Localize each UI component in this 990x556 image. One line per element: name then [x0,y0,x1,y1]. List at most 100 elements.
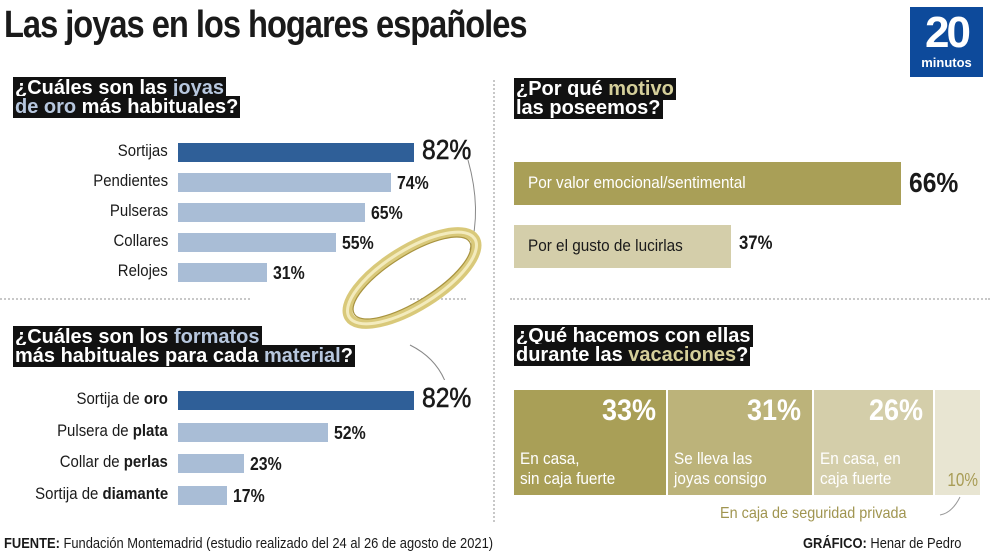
20minutos-logo: 20 minutos [910,7,983,77]
bar-category-label: Collares [0,231,168,251]
bar [178,454,245,473]
bar: Por valor emocional/sentimental [514,162,901,205]
ring-highlight [346,230,478,326]
q3-title-highlight: motivo [608,78,674,100]
bar [178,422,328,442]
bar-category-label: Sortija de oro [0,389,168,409]
q1-title-text: ¿Cuáles son las [15,77,173,99]
segment-description-line: Se lleva las [674,449,753,468]
q4-title-highlight: vacaciones [628,344,737,366]
bar-category-text: Sortija de diamante [35,484,168,504]
q2-title-highlight-2: material [264,345,341,367]
bar-value-label: 17% [232,485,265,506]
bar-category-label: Por el gusto de lucirlas [528,236,683,255]
divider-vertical [493,80,495,522]
logo-number: 20 [925,8,971,57]
bar-category-text: Collar de perlas [60,452,168,472]
bar-category-text: Pulsera de plata [57,421,168,441]
q1-title-highlight: joyas [172,77,224,99]
segment-description-line: En casa, en [819,449,901,468]
q3-title: ¿Por qué motivo las poseemos? [514,78,676,119]
q2-title-text-2: más habituales para cada [15,345,265,367]
bar [178,203,366,222]
bar-category-label: Sortijas [0,141,168,161]
segment-description: En casa, sin caja fuerte [520,449,615,489]
category-material: oro [143,389,168,408]
stacked-segment: 10% [935,390,980,495]
bar-category-label: Sortija de diamante [0,484,168,504]
bar-category-text: Relojes [118,261,168,280]
q4-title-text-3: ? [736,344,749,366]
bar [178,173,391,192]
bar-category-text: Pulseras [109,201,168,220]
bar-value-label: 82% [422,134,472,166]
segment-value-label: 10% [947,470,978,490]
segment-description-line: caja fuerte [819,469,891,488]
q3-title-text: ¿Por qué [516,78,609,100]
bar-category-text: Sortijas [118,141,168,160]
q4-title-text-2: durante las [516,344,629,366]
bar-value-label: 65% [371,203,403,223]
bar-value-label: 82% [422,382,472,414]
q4-title-text: ¿Qué hacemos con ellas [516,325,751,347]
q3-title-text-2: las poseemos? [516,97,661,119]
category-material: diamante [102,483,168,503]
source-text: Fundación Montemadrid (estudio realizado… [59,535,494,552]
callout-line [939,496,961,516]
stacked-segment: 31% Se lleva las joyas consigo [668,390,812,495]
ring-inner-edge [352,236,472,320]
bar-category-text: Sortija de oro [77,389,168,409]
bar-category-label: Pulseras [0,201,168,221]
segment-description-line: joyas consigo [674,469,768,488]
bar-category-label: Por valor emocional/sentimental [528,173,746,192]
q2-title-highlight: formatos [173,326,260,348]
segment-description-line: sin caja fuerte [520,469,616,488]
logo-text: minutos [921,55,972,70]
bar-value-label: 55% [342,233,374,253]
q4-title: ¿Qué hacemos con ellas durante las vacac… [514,325,753,366]
bar [178,233,337,252]
bar-category-label: Collar de perlas [0,452,168,472]
bar: Por el gusto de lucirlas [514,225,731,268]
bar-category-label: Pendientes [0,171,168,191]
category-material: plata [133,420,168,440]
category-prefix: Sortija de [76,389,144,408]
category-prefix: Collar de [59,452,124,471]
category-prefix: Sortija de [34,483,103,503]
bar-value-label: 31% [273,263,305,283]
bar-value-label: 23% [250,454,282,474]
segment-value-label: 26% [869,394,924,427]
q1-title-text-2: más habituales? [76,96,239,118]
gold-ring-illustration [342,159,482,380]
q2-title-text: ¿Cuáles son los [15,326,174,348]
category-prefix: Pulsera de [57,420,134,440]
segment-description-line: En casa, [520,449,580,468]
divider-right [510,298,990,300]
bar-value-label: 37% [738,233,773,254]
bar-category-label: Relojes [0,261,168,281]
segment-value-label: 31% [747,394,802,427]
bar-value-label: 52% [333,422,366,443]
vacaciones-callout: En caja de seguridad privada [720,505,907,522]
bar-value-label: 66% [909,167,959,198]
segment-value-label: 33% [602,394,657,427]
footer-source: FUENTE: Fundación Montemadrid (estudio r… [4,535,493,552]
source-label: FUENTE: [4,535,60,552]
bar-category-text: Collares [113,231,168,250]
bar [178,263,268,282]
bar-value-label: 74% [396,173,429,193]
q2-title-text-3: ? [340,345,353,367]
stacked-segment: 33% En casa, sin caja fuerte [514,390,667,495]
q2-title: ¿Cuáles son los formatos más habituales … [13,326,355,367]
bar [178,391,414,410]
q1-title: ¿Cuáles son las joyas de oro más habitua… [13,77,241,118]
segment-description: En casa, en caja fuerte [820,449,901,489]
segment-description: Se lleva las joyas consigo [674,449,767,489]
credit-text: Henar de Pedro [866,535,962,552]
stacked-segment: 26% En casa, en caja fuerte [813,390,934,495]
bar-category-label: Pulsera de plata [0,421,168,441]
page-title: Las joyas en los hogares españoles [4,4,528,46]
divider-left [0,298,250,300]
q1-title-highlight-2: de oro [15,96,77,118]
credit-label: GRÁFICO: [803,535,867,552]
